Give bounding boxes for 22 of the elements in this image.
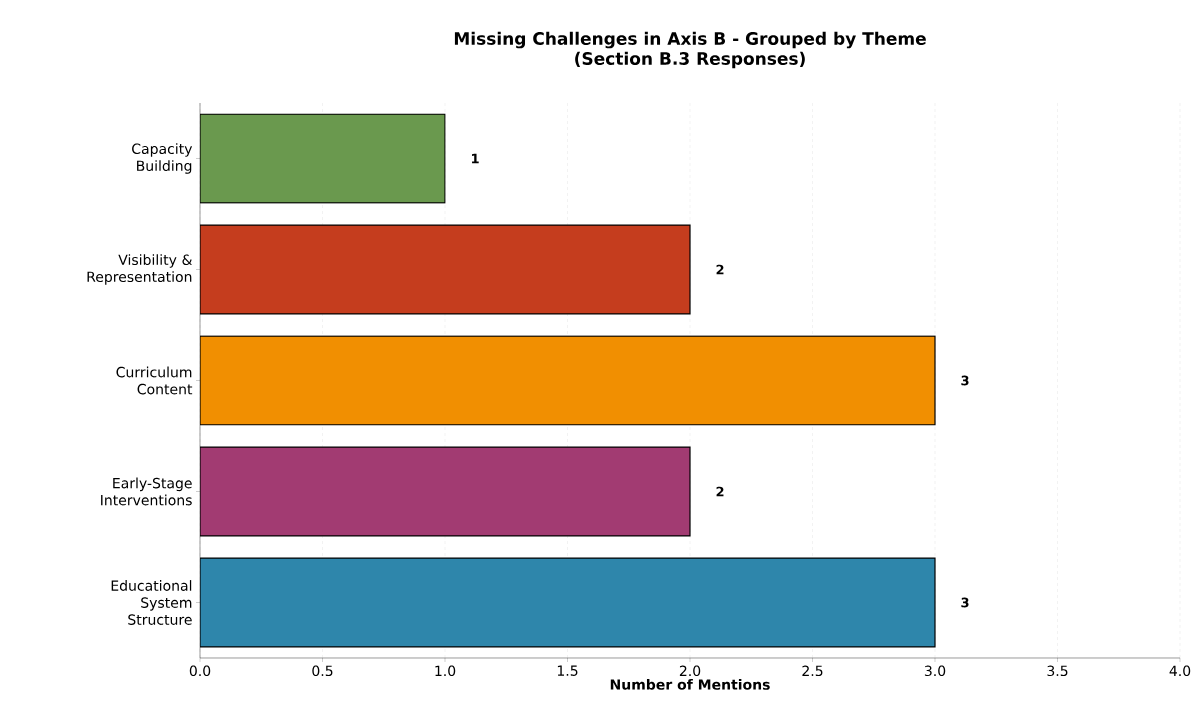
data-label: 2 — [716, 486, 724, 497]
x-axis-title: Number of Mentions — [610, 678, 770, 690]
x-tick-label: 4.0 — [1169, 665, 1191, 677]
data-label: 2 — [716, 264, 724, 275]
y-tick-label: Early-Stage Interventions — [101, 477, 192, 506]
x-tick-label: 3.0 — [924, 665, 946, 677]
data-label: 3 — [961, 597, 969, 608]
chart-title: Missing Challenges in Axis B - Grouped by Theme — [454, 31, 926, 49]
y-tick-label: Curriculum Content — [116, 366, 193, 395]
x-tick-label: 2.5 — [802, 665, 823, 677]
y-tick-label: Capacity Building — [132, 143, 193, 174]
x-tick-label: 1.0 — [435, 665, 456, 677]
x-tick-label: 1.5 — [557, 665, 578, 676]
data-label: 1 — [472, 153, 479, 164]
y-tick-label: Educational System Structure — [111, 580, 192, 625]
x-tick-label: 0.0 — [189, 665, 211, 677]
chart-subtitle: (Section B.3 Responses) — [575, 51, 805, 69]
x-tick-label: 3.5 — [1047, 665, 1068, 677]
x-tick-label: 0.5 — [312, 665, 333, 677]
x-tick-label: 2.0 — [679, 665, 701, 677]
y-tick-label: Visibility & Representation — [87, 254, 193, 285]
data-label: 3 — [961, 375, 969, 386]
